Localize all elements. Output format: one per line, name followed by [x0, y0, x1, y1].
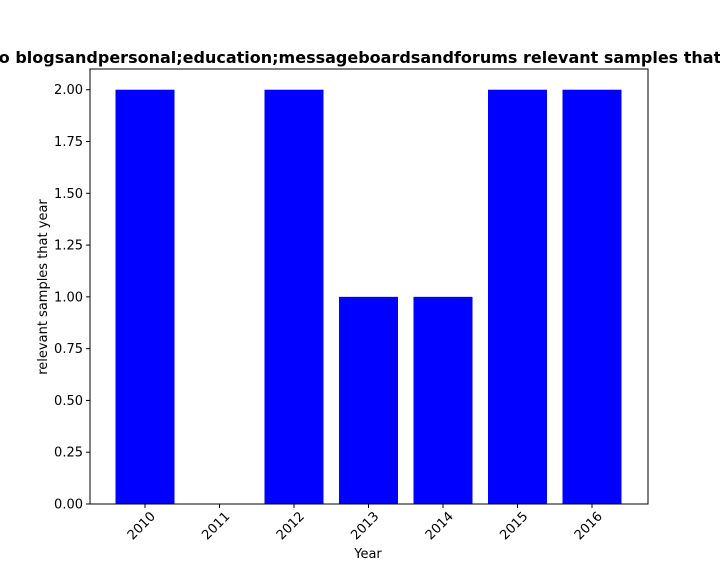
- x-tick-label: 2013: [348, 509, 382, 543]
- x-tick-label: 2012: [274, 509, 308, 543]
- y-tick-label: 1.50: [54, 187, 83, 202]
- bar-2012: [264, 89, 324, 504]
- bar-2013: [339, 296, 398, 504]
- bar-2015: [488, 89, 547, 504]
- y-tick-label: 2.00: [54, 83, 83, 98]
- y-tick-label: 0.00: [54, 498, 83, 513]
- y-tick-label: 1.75: [54, 135, 83, 150]
- x-tick-label: 2010: [125, 509, 159, 543]
- y-axis: 0.00 0.25 0.50 0.75 1.00 1.25 1.50 1.75 2.00: [54, 83, 90, 513]
- x-tick-label: 2011: [199, 509, 233, 543]
- x-tick-label: 2015: [497, 509, 531, 543]
- x-axis: 2010 2011 2012 2013 2014 2015 2016: [125, 504, 606, 543]
- y-tick-label: 1.25: [54, 239, 83, 254]
- y-tick-label: 0.75: [54, 342, 83, 357]
- x-tick-label: 2016: [572, 509, 606, 543]
- bar-2016: [562, 89, 622, 504]
- bar-2010: [115, 89, 175, 504]
- y-tick-label: 0.25: [54, 446, 83, 461]
- bars-group: [115, 89, 622, 504]
- chart-title: o blogsandpersonal;education;messageboar…: [0, 48, 720, 67]
- bar-2014: [413, 296, 473, 504]
- x-tick-label: 2014: [423, 509, 457, 543]
- y-axis-label: relevant samples that year: [36, 199, 51, 375]
- x-axis-label: Year: [353, 547, 382, 562]
- y-tick-label: 0.50: [54, 394, 83, 409]
- y-tick-label: 1.00: [54, 290, 83, 305]
